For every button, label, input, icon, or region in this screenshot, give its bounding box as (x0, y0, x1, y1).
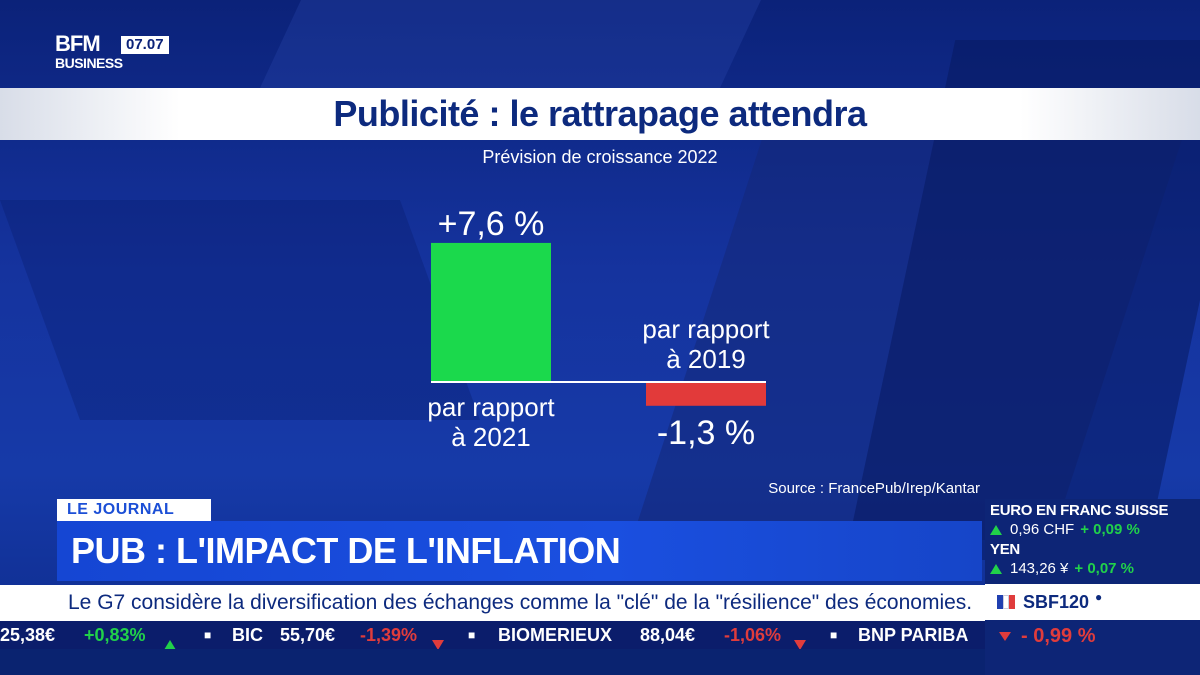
ticker-price: 55,70€ (280, 625, 336, 645)
category-label-1: à 2021 (451, 422, 531, 452)
stock-ticker: 25,38€ +0,83% ■ BIC 55,70€ -1,39% ■ BIOM… (0, 621, 985, 651)
chart-subtitle: Prévision de croissance 2022 (482, 147, 718, 167)
logo-clock: 07.07 (121, 36, 169, 54)
news-text: Le G7 considère la diversification des é… (68, 591, 973, 614)
index-band: SBF120 ● (985, 584, 1200, 620)
up-arrow-icon (990, 564, 1002, 575)
fx-value: 143,26 ¥ (1010, 560, 1069, 577)
bar-1 (431, 242, 551, 382)
bar-2 (646, 382, 766, 406)
up-arrow-icon (990, 525, 1002, 536)
category-label-1: par rapport (427, 392, 555, 422)
ticker-separator-icon: ■ (468, 628, 476, 642)
category-label-2: à 2019 (666, 344, 746, 374)
value-label-2: -1,3 % (657, 414, 755, 452)
ticker-footer (0, 649, 985, 675)
down-arrow-icon (432, 630, 444, 658)
logo-sub: BUSINESS (55, 55, 123, 71)
ticker-separator-icon: ■ (204, 628, 212, 642)
ticker-price: 88,04€ (640, 625, 696, 645)
news-crawl: Le G7 considère la diversification des é… (0, 585, 985, 621)
ticker-name: BIOMERIEUX (498, 625, 613, 645)
ticker-change: -1,06% (724, 625, 782, 645)
index-name: SBF120 (1023, 592, 1090, 612)
logo-brand: BFM (55, 31, 101, 56)
ticker-change: +0,83% (84, 625, 146, 645)
ticker-name: BIC (232, 625, 263, 645)
index-marker-icon: ● (1095, 590, 1103, 604)
chart-title: Publicité : le rattrapage attendra (333, 93, 867, 134)
down-arrow-icon (999, 632, 1011, 642)
value-label-1: +7,6 % (438, 205, 545, 243)
market-panel: EURO EN FRANC SUISSE 0,96 CHF + 0,09 % YE… (985, 499, 1200, 675)
fx-title: EURO EN FRANC SUISSE (990, 502, 1169, 519)
fx-change: + 0,07 % (1074, 560, 1135, 577)
fx-row: 143,26 ¥ + 0,07 % (990, 560, 1134, 578)
channel-logo: BFM 07.07 BUSINESS (55, 33, 190, 73)
headline-band: PUB : L'IMPACT DE L'INFLATION (57, 521, 982, 581)
headline: PUB : L'IMPACT DE L'INFLATION (71, 530, 621, 571)
fx-title: YEN (990, 541, 1020, 558)
chart-source: Source : FrancePub/Irep/Kantar (768, 480, 980, 497)
france-flag-icon (997, 595, 1015, 609)
title-band: Publicité : le rattrapage attendra (0, 88, 1200, 140)
ticker-separator-icon: ■ (830, 628, 838, 642)
category-label-2: par rapport (642, 314, 770, 344)
index-change: - 0,99 % (999, 623, 1095, 649)
down-arrow-icon (794, 630, 806, 658)
ticker-change: -1,39% (360, 625, 418, 645)
program-tag: LE JOURNAL (57, 499, 211, 521)
fx-change: + 0,09 % (1080, 521, 1140, 538)
up-arrow-icon (164, 630, 176, 658)
fx-row: 0,96 CHF + 0,09 % (990, 521, 1140, 539)
index-change-value: - 0,99 % (1021, 625, 1096, 647)
ticker-price: 25,38€ (0, 625, 56, 645)
ticker-name: BNP PARIBA (858, 625, 969, 645)
fx-value: 0,96 CHF (1010, 521, 1075, 538)
